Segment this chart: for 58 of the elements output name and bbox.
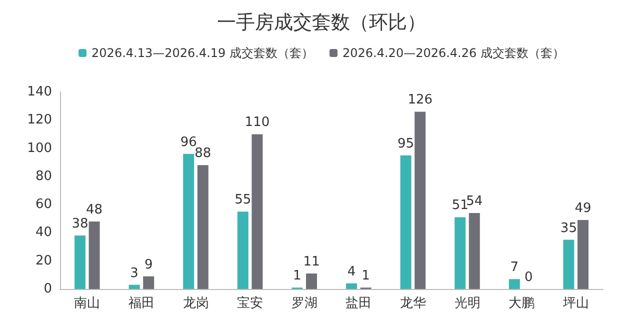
bar — [400, 155, 412, 289]
data-label: 96 — [180, 134, 197, 150]
y-tick-label: 40 — [35, 225, 52, 240]
data-label: 48 — [86, 202, 103, 218]
x-tick-label: 龙华 — [400, 296, 426, 311]
x-tick-label: 南山 — [74, 296, 100, 311]
bar — [183, 154, 194, 289]
data-label: 9 — [144, 257, 153, 272]
bar — [128, 284, 140, 289]
y-tick-label: 140 — [27, 84, 52, 100]
bar — [237, 212, 248, 289]
x-tick-label: 盐田 — [346, 296, 372, 311]
data-label: 35 — [560, 220, 577, 236]
y-tick-label: 120 — [27, 112, 52, 128]
bar — [252, 134, 263, 289]
y-tick-label: 20 — [35, 253, 52, 268]
data-label: 95 — [398, 136, 414, 152]
bar — [143, 276, 154, 289]
bar — [88, 221, 100, 289]
bar — [454, 217, 466, 289]
bar — [306, 274, 317, 289]
data-label: 38 — [72, 216, 88, 232]
data-label: 49 — [574, 201, 592, 216]
bar — [346, 283, 357, 289]
data-label: 11 — [303, 254, 320, 270]
x-tick-label: 宝安 — [237, 295, 264, 311]
bar — [508, 279, 520, 289]
legend-label: 2026.4.20—2026.4.26 成交套数（套） — [342, 46, 564, 60]
x-tick-label: 坪山 — [562, 296, 589, 311]
data-label: 88 — [194, 146, 212, 162]
data-label: 1 — [293, 268, 302, 284]
y-tick-label: 60 — [35, 197, 52, 212]
chart-title: 一手房成交套数（环比） — [217, 12, 426, 34]
y-tick-label: 100 — [27, 140, 52, 156]
x-tick-label: 光明 — [454, 296, 480, 311]
x-tick-label: 罗湖 — [291, 296, 318, 311]
data-label: 0 — [524, 270, 533, 285]
x-tick-label: 福田 — [128, 296, 154, 311]
x-tick-label: 大鹏 — [508, 296, 535, 311]
data-label: 126 — [408, 92, 433, 108]
bar — [414, 112, 426, 289]
data-label: 110 — [244, 115, 270, 130]
y-tick-label: 0 — [44, 282, 52, 296]
data-label: 7 — [510, 260, 519, 276]
data-label: 4 — [347, 264, 356, 280]
data-label: 1 — [362, 268, 370, 284]
data-label: 51 — [452, 198, 468, 214]
data-label: 3 — [130, 266, 138, 281]
data-label: 55 — [234, 192, 252, 208]
bar — [197, 165, 208, 289]
legend-label: 2026.4.13—2026.4.19 成交套数（套） — [92, 46, 314, 60]
data-label: 54 — [466, 194, 483, 210]
x-tick-label: 龙岗 — [182, 296, 209, 311]
bar — [468, 213, 480, 289]
bar — [74, 236, 86, 289]
y-tick-label: 80 — [35, 168, 52, 184]
bar — [563, 240, 574, 289]
bar — [578, 220, 588, 289]
